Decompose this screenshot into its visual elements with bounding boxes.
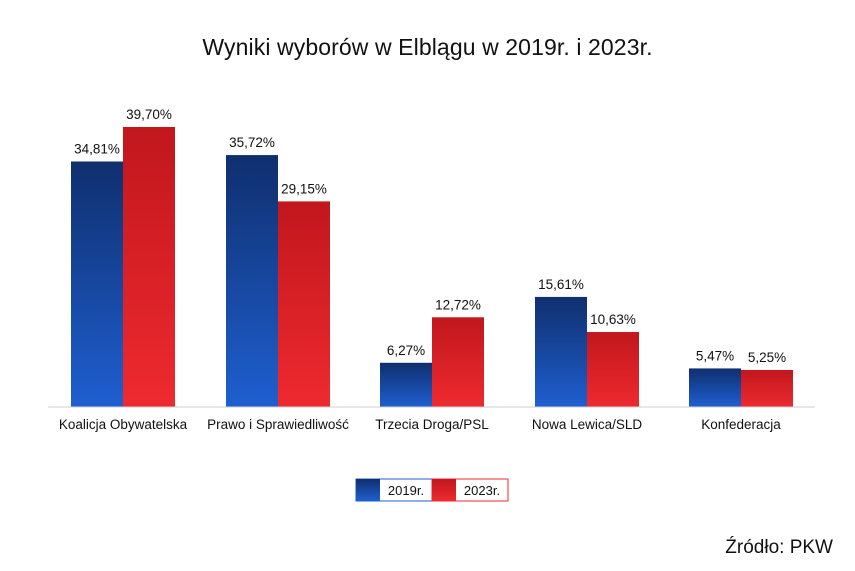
- data-label: 10,63%: [590, 312, 636, 327]
- bar-2019-5: [689, 368, 741, 407]
- bar-2023-5: [741, 369, 793, 407]
- data-label: 12,72%: [435, 297, 481, 312]
- legend-swatch: [356, 479, 380, 501]
- category-label: Koalicja Obywatelska: [59, 417, 188, 432]
- category-label: Prawo i Sprawiedliwość: [207, 417, 349, 432]
- bar-2023-4: [587, 332, 639, 407]
- labels-layer: 34,81% 39,70% Koalicja Obywatelska 35,72% 29…: [59, 107, 786, 432]
- bar-2023-3: [432, 317, 484, 407]
- source-note: Źródło: PKW: [725, 537, 833, 558]
- data-label: 5,47%: [696, 348, 734, 363]
- data-label: 29,15%: [281, 181, 327, 196]
- data-label: 39,70%: [126, 107, 172, 122]
- bar-2019-4: [535, 296, 587, 407]
- legend-swatch: [432, 479, 456, 501]
- bar-2019-2: [226, 155, 278, 407]
- bar-2019-3: [380, 362, 432, 407]
- legend-label: 2023r.: [464, 483, 500, 498]
- bar-2023-1: [123, 127, 175, 407]
- category-label: Nowa Lewica/SLD: [532, 417, 643, 432]
- data-label: 35,72%: [229, 135, 275, 150]
- bar-2019-1: [71, 161, 123, 407]
- legend-label: 2019r.: [388, 483, 424, 498]
- legend-item-2023: 2023r.: [431, 478, 509, 502]
- data-label: 15,61%: [538, 277, 584, 292]
- data-label: 34,81%: [74, 141, 120, 156]
- category-label: Konfederacja: [701, 417, 781, 432]
- bar-2023-2: [278, 201, 330, 407]
- legend: 2019r. 2023r.: [355, 478, 509, 502]
- legend-item-2019: 2019r.: [355, 478, 433, 502]
- data-label: 5,25%: [748, 350, 786, 365]
- category-label: Trzecia Droga/PSL: [375, 417, 489, 432]
- data-label: 6,27%: [387, 343, 425, 358]
- chart-title: Wyniki wyborów w Elblągu w 2019r. i 2023…: [202, 34, 653, 60]
- bars-layer: [71, 127, 793, 407]
